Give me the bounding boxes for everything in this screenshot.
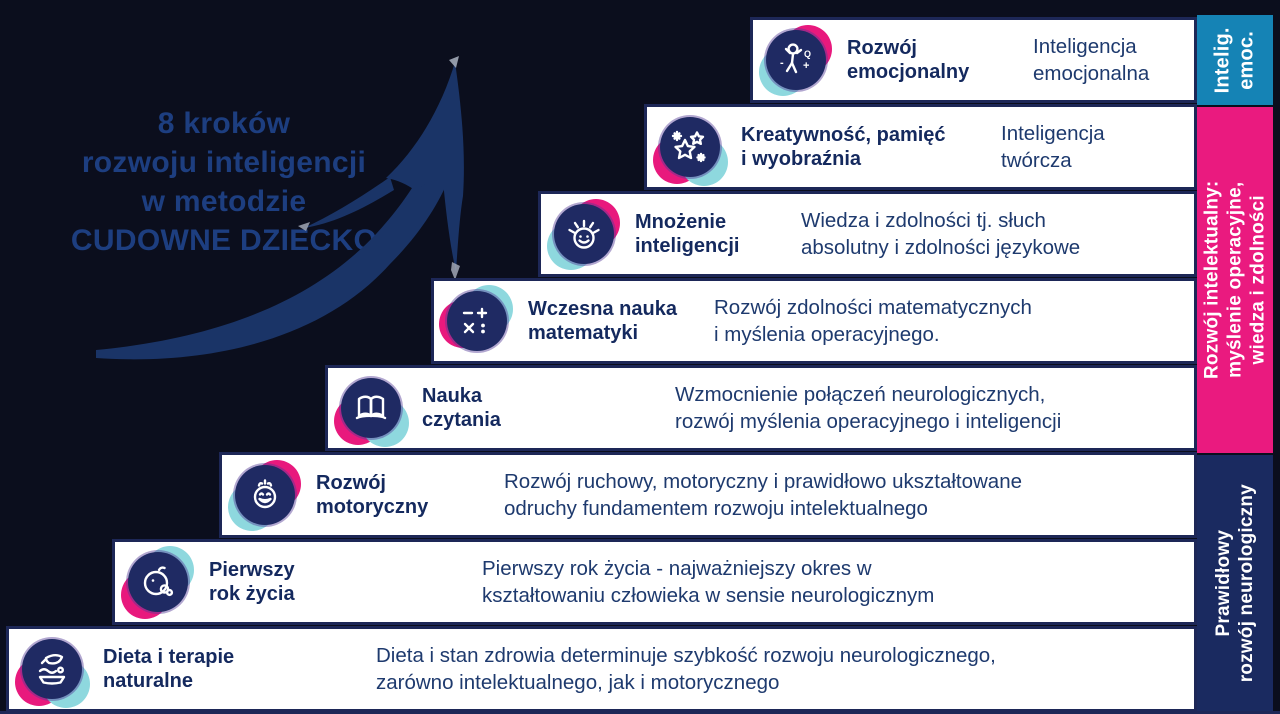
icon-disc — [660, 117, 720, 177]
icon-artwork — [671, 130, 706, 163]
step-description: Rozwój zdolności matematycznych i myślen… — [714, 296, 1032, 346]
step-title: Kreatywność, pamięć i wyobraźnia — [741, 124, 946, 170]
band-rozwoj-intelektualny: Rozwój intelektualny: myślenie operacyjn… — [1197, 107, 1273, 453]
step-title: Nauka czytania — [422, 385, 501, 431]
icon-artwork — [355, 395, 387, 420]
band-label: Intelig. emoc. — [1211, 26, 1258, 94]
creativity-stars-icon — [653, 114, 728, 186]
step-description: Inteligencja emocjonalna — [1033, 35, 1150, 85]
shining-mind-icon — [547, 199, 620, 270]
growth-arrow-icon — [96, 56, 464, 360]
icon-artwork — [462, 307, 488, 334]
icon-artwork — [38, 654, 66, 685]
step-title: Pierwszy rok życia — [209, 559, 295, 605]
step-title: Dieta i terapie naturalne — [103, 646, 235, 692]
icon-artwork: Q + - — [780, 43, 811, 74]
step-description: Pierwszy rok życia - najważniejszy okres… — [482, 557, 935, 607]
svg-text:+: + — [803, 60, 809, 72]
step-description: Dieta i stan zdrowia determinuje szybkoś… — [376, 644, 996, 694]
icon-disc — [447, 291, 507, 351]
band-label: Rozwój intelektualny: myślenie operacyjn… — [1201, 180, 1269, 380]
icon-disc — [341, 378, 401, 438]
step-mnozenie-inteligencji: Mnożenie inteligencji Wiedza i zdolności… — [538, 191, 1197, 277]
math-symbols-icon — [439, 285, 513, 354]
icon-artwork — [568, 219, 600, 249]
step-title: Rozwój motoryczny — [316, 472, 429, 518]
band-inteligencja-emocjonalna: Intelig. emoc. — [1197, 15, 1273, 105]
svg-text:-: - — [780, 57, 784, 69]
step-wczesna-nauka-matematyki: Wczesna nauka matematyki Rozwój zdolnośc… — [431, 278, 1197, 364]
icon-disc — [235, 465, 295, 525]
icon-artwork — [143, 566, 174, 597]
infant-pacifier-icon — [121, 546, 194, 619]
step-description: Inteligencja twórcza — [1001, 122, 1105, 172]
step-title: Wczesna nauka matematyki — [528, 298, 677, 344]
icon-artwork — [253, 479, 277, 509]
step-description: Rozwój ruchowy, motoryczny i prawidłowo … — [504, 470, 1023, 520]
step-kreatywnosc-pamiec: Kreatywność, pamięć i wyobraźnia Intelig… — [644, 104, 1197, 190]
happy-baby-face-icon — [228, 460, 301, 531]
bottom-border — [0, 711, 1280, 714]
step-pierwszy-rok-zycia: Pierwszy rok życia Pierwszy rok życia - … — [112, 539, 1197, 625]
band-rozwoj-neurologiczny: Prawidłowy rozwój neurologiczny — [1197, 455, 1273, 712]
icon-disc — [128, 552, 188, 612]
band-label: Prawidłowy rozwój neurologiczny — [1212, 484, 1258, 683]
step-description: Wzmocnienie połączeń neurologicznych, ro… — [675, 383, 1062, 433]
mortar-and-leaf-icon — [15, 636, 90, 708]
icon-disc — [22, 639, 82, 699]
step-rozwoj-motoryczny: Rozwój motoryczny Rozwój ruchowy, motory… — [219, 452, 1197, 538]
emotional-development-icon: Q + - — [759, 25, 832, 96]
step-title: Mnożenie inteligencji — [635, 211, 740, 257]
step-nauka-czytania: Nauka czytania Wzmocnienie połączeń neur… — [325, 365, 1197, 451]
page-title: 8 kroków rozwoju inteligencji w metodzie… — [70, 107, 378, 257]
step-rozwoj-emocjonalny: Q + - Rozwój emocjonalny Inteligencja em… — [750, 17, 1197, 103]
step-dieta-i-terapie: Dieta i terapie naturalne Dieta i stan z… — [6, 626, 1197, 712]
step-description: Wiedza i zdolności tj. słuch absolutny i… — [801, 209, 1081, 259]
step-title: Rozwój emocjonalny — [847, 37, 970, 83]
open-book-icon — [334, 375, 409, 447]
svg-text:Q: Q — [804, 49, 811, 59]
icon-disc — [554, 204, 614, 264]
icon-disc: Q + - — [766, 30, 826, 90]
